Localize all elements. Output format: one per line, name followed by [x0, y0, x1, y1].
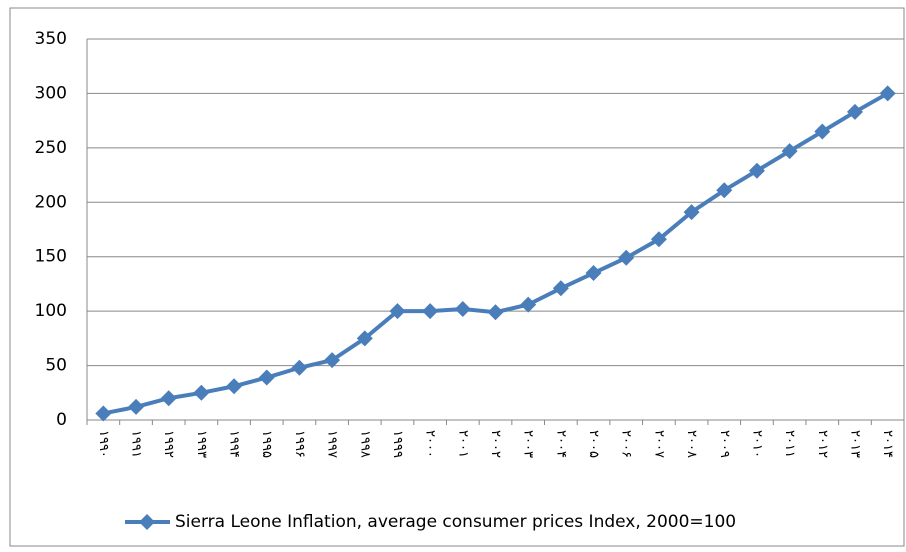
y-tick-label: 250 [35, 138, 67, 158]
marker [95, 405, 112, 422]
marker [226, 378, 243, 395]
y-tick-label: 300 [35, 83, 67, 103]
x-tick-label: ۲۰۱۴ [880, 430, 895, 458]
marker [454, 300, 471, 317]
x-tick-label: ۱۹۹۳ [194, 430, 209, 458]
marker [520, 296, 537, 313]
y-tick-label: 0 [56, 410, 67, 430]
x-tick-label: ۲۰۰۲ [488, 430, 503, 458]
x-tick-label: ۲۰۱۱ [782, 430, 797, 458]
marker [683, 204, 700, 221]
y-tick-label: 100 [35, 301, 67, 321]
x-tick-label: ۲۰۱۳ [847, 430, 862, 458]
x-tick-label: ۱۹۹۵ [259, 430, 274, 458]
legend-marker [139, 514, 155, 530]
marker [814, 123, 831, 140]
marker [422, 303, 439, 320]
marker [846, 103, 863, 120]
marker [128, 398, 145, 415]
x-tick-label: ۱۹۹۱ [129, 430, 144, 458]
marker [324, 352, 341, 369]
marker [748, 162, 765, 179]
marker [258, 369, 275, 386]
x-tick-label: ۱۹۹۹ [390, 430, 405, 458]
x-tick-label: ۲۰۰۶ [619, 430, 634, 458]
marker [160, 390, 177, 407]
x-tick-label: ۲۰۰۷ [651, 430, 666, 458]
legend-label: Sierra Leone Inflation, average consumer… [175, 512, 736, 532]
x-tick-label: ۲۰۰۵ [586, 430, 601, 458]
marker [193, 384, 210, 401]
x-tick-label: ۲۰۰۰ [423, 430, 438, 458]
x-tick-label: ۱۹۹۰ [96, 430, 111, 458]
y-tick-label: 350 [35, 29, 67, 49]
marker [879, 85, 896, 102]
marker [650, 231, 667, 248]
x-tick-label: ۱۹۹۶ [292, 430, 307, 458]
marker [585, 265, 602, 282]
y-tick-label: 200 [35, 192, 67, 212]
marker [618, 249, 635, 266]
x-tick-label: ۲۰۰۹ [717, 430, 732, 458]
marker [781, 143, 798, 160]
marker [389, 303, 406, 320]
x-tick-label: ۱۹۹۴ [227, 430, 242, 458]
x-tick-label: ۲۰۱۲ [815, 430, 830, 458]
marker [552, 280, 569, 297]
x-tick-label: ۲۰۰۱ [455, 430, 470, 458]
x-tick-label: ۲۰۰۳ [521, 430, 536, 458]
y-tick-label: 50 [45, 356, 67, 376]
y-tick-label: 150 [35, 247, 67, 267]
x-tick-label: ۱۹۹۷ [325, 430, 340, 458]
x-tick-label: ۲۰۱۰ [749, 430, 764, 458]
marker [356, 330, 373, 347]
x-tick-label: ۱۹۹۲ [161, 430, 176, 458]
x-tick-label: ۱۹۹۸ [357, 430, 372, 458]
x-tick-label: ۲۰۰۸ [684, 430, 699, 458]
marker [716, 182, 733, 199]
marker [291, 359, 308, 376]
x-tick-label: ۲۰۰۴ [553, 430, 568, 458]
marker [487, 304, 504, 321]
chart-border [9, 7, 905, 547]
